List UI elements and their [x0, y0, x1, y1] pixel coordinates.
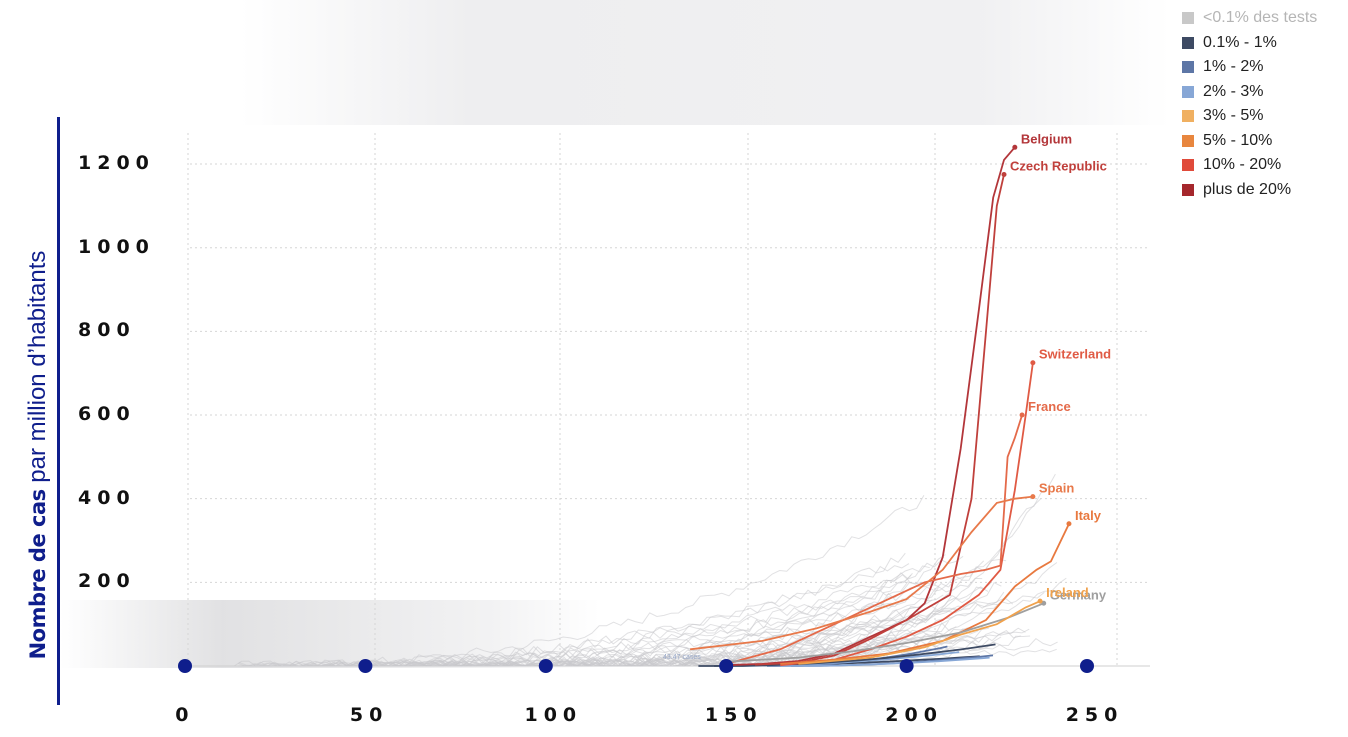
series-line-ireland	[798, 600, 1041, 665]
low-positivity-line	[780, 656, 990, 667]
y-axis-label-bold: Nombre de cas	[26, 489, 50, 660]
x-tick-label: 50	[349, 704, 389, 726]
series-end-marker	[1001, 171, 1007, 177]
legend-label: 5% - 10%	[1203, 131, 1273, 149]
legend-swatch	[1182, 61, 1194, 74]
legend-item: plus de 20%	[1182, 178, 1317, 203]
series-label: Switzerland	[1039, 347, 1111, 362]
y-axis-accent-bar	[57, 117, 60, 705]
series-label: Germany	[1050, 587, 1107, 602]
legend-swatch	[1182, 12, 1194, 25]
series-line-belgium	[726, 146, 1016, 667]
x-tick-label: 150	[704, 704, 763, 726]
series-line-switzerland	[780, 362, 1034, 667]
background-country-line	[477, 591, 1005, 667]
y-tick-label: 800	[78, 319, 136, 342]
series-end-marker	[1012, 144, 1018, 150]
series-line-spain	[689, 495, 1034, 651]
x-tick-dot	[1080, 659, 1094, 673]
series-label: Czech Republic	[1010, 158, 1107, 173]
y-axis-label: Nombre de cas par million d’habitants	[24, 251, 52, 660]
legend-item: 2% - 3%	[1182, 80, 1317, 105]
series-end-marker	[1066, 521, 1072, 527]
y-tick-label: 1200	[78, 152, 155, 175]
series-end-marker	[1030, 360, 1036, 366]
series-end-marker	[1019, 412, 1025, 418]
legend-label: 2% - 3%	[1203, 82, 1264, 100]
legend-item: 1% - 2%	[1182, 55, 1317, 80]
legend-swatch	[1182, 110, 1194, 123]
background-country-line	[493, 620, 950, 667]
background-country-line	[457, 558, 1007, 667]
series-end-marker	[1041, 600, 1047, 606]
series-label: France	[1028, 399, 1071, 414]
background-country-lines	[233, 473, 1067, 667]
y-tick-label: 600	[78, 403, 136, 426]
y-tick-label: 200	[78, 570, 136, 593]
y-tick-label: 400	[78, 486, 136, 509]
background-country-line	[238, 495, 925, 667]
legend-swatch	[1182, 183, 1194, 196]
x-tick-label: 200	[885, 704, 943, 726]
legend-label: plus de 20%	[1203, 180, 1292, 198]
legend-label: 3% - 5%	[1203, 107, 1264, 125]
series-line-france	[725, 414, 1023, 665]
y-axis-label-rest: par million d’habitants	[24, 250, 51, 483]
series-end-marker	[1030, 494, 1036, 500]
series-label: Belgium	[1021, 131, 1072, 146]
legend: <0.1% des tests 0.1% - 1% 1% - 2% 2% - 3% 3%…	[1182, 6, 1317, 202]
annotation-cases: 43.47 cases	[663, 654, 701, 661]
x-tick-dot	[178, 659, 192, 673]
x-tick-label: 0	[175, 704, 195, 726]
legend-label: <0.1% des tests	[1203, 9, 1318, 27]
background-country-line	[674, 573, 913, 667]
background-country-line	[637, 582, 992, 667]
series-label: Ireland	[1046, 585, 1089, 600]
x-tick-label: 250	[1065, 704, 1124, 726]
legend-label: 0.1% - 1%	[1203, 33, 1277, 51]
x-tick-dot	[899, 659, 914, 673]
legend-label: 10% - 20%	[1203, 156, 1282, 174]
legend-item: 5% - 10%	[1182, 129, 1317, 154]
legend-label: 1% - 2%	[1203, 58, 1264, 76]
series-line-czech-republic	[755, 174, 1005, 666]
legend-item: 0.1% - 1%	[1182, 31, 1317, 56]
legend-swatch	[1182, 85, 1194, 98]
x-tick-dot	[538, 659, 553, 673]
legend-swatch	[1182, 134, 1194, 147]
legend-item: 3% - 5%	[1182, 104, 1317, 129]
x-tick-label: 100	[524, 704, 583, 726]
x-tick-dot	[719, 659, 734, 673]
y-tick-label: 1000	[78, 235, 155, 258]
x-tick-dot	[358, 659, 373, 673]
series-label: Spain	[1039, 481, 1074, 496]
legend-item: <0.1% des tests	[1182, 6, 1317, 31]
series-end-marker	[1037, 598, 1043, 604]
legend-item: 10% - 20%	[1182, 153, 1317, 178]
low-positivity-line	[714, 643, 996, 667]
legend-swatch	[1182, 36, 1194, 49]
series-line-italy	[780, 523, 1070, 665]
series-label: Italy	[1075, 508, 1102, 523]
legend-swatch	[1182, 159, 1194, 172]
background-country-line	[582, 594, 944, 667]
